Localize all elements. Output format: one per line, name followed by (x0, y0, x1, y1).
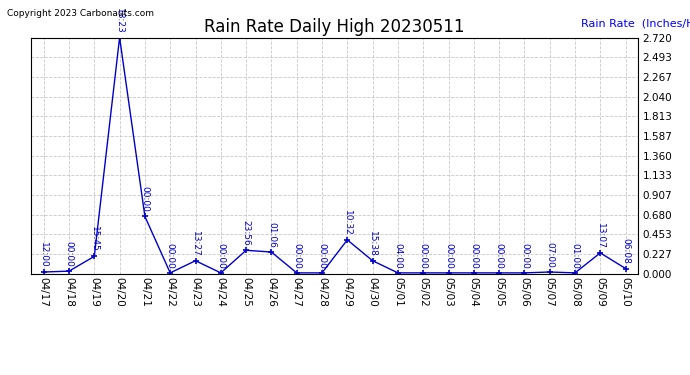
Text: 12:00: 12:00 (39, 242, 48, 268)
Text: 01:00: 01:00 (571, 243, 580, 269)
Text: 00:00: 00:00 (317, 243, 326, 269)
Text: 00:00: 00:00 (64, 241, 74, 267)
Text: 13:27: 13:27 (191, 231, 200, 256)
Text: 00:00: 00:00 (419, 243, 428, 269)
Text: 18:23: 18:23 (115, 8, 124, 33)
Text: Rain Rate  (Inches/Hour): Rain Rate (Inches/Hour) (581, 19, 690, 28)
Text: 23:56: 23:56 (241, 220, 250, 246)
Text: 01:06: 01:06 (267, 222, 276, 248)
Text: 00:00: 00:00 (140, 186, 150, 212)
Text: Copyright 2023 Carbonauts.com: Copyright 2023 Carbonauts.com (7, 9, 154, 18)
Text: 13:07: 13:07 (595, 223, 605, 249)
Text: 04:00: 04:00 (393, 243, 402, 269)
Text: 00:00: 00:00 (292, 243, 302, 269)
Text: 10:32: 10:32 (343, 210, 352, 236)
Text: 15:38: 15:38 (368, 231, 377, 256)
Text: 06:08: 06:08 (621, 238, 630, 264)
Title: Rain Rate Daily High 20230511: Rain Rate Daily High 20230511 (204, 18, 465, 36)
Text: 00:00: 00:00 (216, 243, 226, 269)
Text: 00:00: 00:00 (495, 243, 504, 269)
Text: 00:00: 00:00 (469, 243, 478, 269)
Text: 00:00: 00:00 (444, 243, 453, 269)
Text: 00:00: 00:00 (166, 243, 175, 269)
Text: 15:45: 15:45 (90, 226, 99, 252)
Text: 00:00: 00:00 (520, 243, 529, 269)
Text: 07:00: 07:00 (545, 242, 554, 268)
